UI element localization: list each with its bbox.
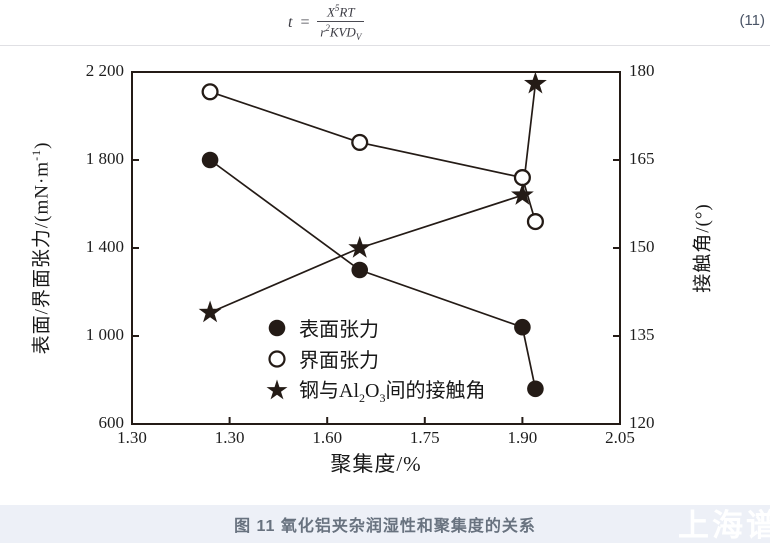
x-axis-title: 聚集度/% <box>330 452 422 476</box>
legend3-post: 间的接触角 <box>385 379 486 402</box>
equation-number: (11) <box>739 12 765 29</box>
chart-legend: 表面张力 界面张力 钢与Al2O3间的接触角 <box>264 312 485 405</box>
data-point-star <box>524 71 547 94</box>
chart-area: 2 200 1 800 1 400 1 000 600 180 165 150 135 120 1.… <box>0 46 770 505</box>
x-tick-label: 1.30 <box>117 428 147 447</box>
y-left-title-close: ) <box>31 141 53 149</box>
data-point-filled-circle <box>351 261 369 279</box>
open-circle-icon <box>268 349 286 368</box>
y-right-tick-label: 165 <box>629 149 655 168</box>
filled-circle-icon <box>268 319 286 336</box>
equation-lhs: t <box>288 13 293 31</box>
num-sup: 5 <box>334 2 340 13</box>
data-point-filled-circle <box>527 380 544 398</box>
data-point-open-circle <box>513 169 531 187</box>
data-point-open-circle <box>351 133 369 151</box>
y-left-title-main: 表面/界面张力/(mN·m <box>31 160 53 355</box>
series-line-star <box>209 83 537 314</box>
x-tick-label: 1.75 <box>410 428 440 447</box>
y-left-tick-label: 2 200 <box>86 61 124 80</box>
den-base: r <box>320 24 326 40</box>
y-left-tick-label: 1 400 <box>86 237 124 256</box>
num-rest: RT <box>339 4 355 20</box>
legend-item-contact-angle: 钢与Al2O3间的接触角 <box>264 374 485 405</box>
den-sub: V <box>355 31 362 42</box>
x-tick-label: 2.05 <box>605 428 635 447</box>
legend3-mid: O <box>365 379 380 402</box>
equation-denominator: r2KVDV <box>317 22 364 42</box>
y-right-axis-title: 接触角/(°) <box>692 203 714 293</box>
y-left-title-sup: -1 <box>29 148 44 161</box>
watermark: 上海谱 <box>678 508 770 543</box>
data-point-open-circle <box>201 83 219 101</box>
data-point-open-circle <box>526 213 544 231</box>
legend3-sub1: 2 <box>359 390 365 405</box>
data-point-star <box>348 236 372 258</box>
y-left-tick-label: 1 800 <box>86 149 124 168</box>
equation-equals: = <box>299 13 311 31</box>
data-point-star <box>198 300 222 323</box>
y-left-axis-title: 表面/界面张力/(mN·m-1) <box>27 142 54 355</box>
legend3-sub2: 3 <box>379 390 386 405</box>
y-right-tick-label: 120 <box>629 413 655 432</box>
legend-item-interfacial-tension: 界面张力 <box>264 343 485 374</box>
y-left-tick-label: 1 000 <box>86 325 124 344</box>
y-right-tick-label: 135 <box>629 325 655 344</box>
legend-item-surface-tension: 表面张力 <box>264 312 485 343</box>
series-line-open-circle <box>209 90 537 222</box>
equation: t = X5RT r2KVDV <box>288 0 365 45</box>
den-rest: KVD <box>329 24 356 40</box>
x-tick-label: 1.90 <box>508 428 538 447</box>
num-base: X <box>326 4 335 20</box>
legend3-pre: 钢与Al <box>299 379 359 402</box>
data-point-filled-circle <box>514 318 531 336</box>
plot-canvas: 2 200 1 800 1 400 1 000 600 180 165 150 135 120 1.… <box>86 61 655 447</box>
data-point-filled-circle <box>201 151 219 169</box>
legend-label: 钢与Al2O3间的接触角 <box>299 374 485 406</box>
y-left-tick-label: 600 <box>99 413 125 432</box>
x-tick-label: 1.60 <box>312 428 342 447</box>
caption-bar: 图 11 氧化铝夹杂润湿性和聚集度的关系 <box>0 505 770 543</box>
legend-label: 表面张力 <box>299 319 379 341</box>
y-right-tick-label: 150 <box>629 237 655 256</box>
data-point-star <box>510 183 534 205</box>
equation-fraction: X5RT r2KVDV <box>317 2 365 43</box>
y-right-tick-label: 180 <box>629 61 655 80</box>
star-icon <box>266 379 288 399</box>
equation-strip: t = X5RT r2KVDV (11) <box>0 0 770 46</box>
equation-numerator: X5RT <box>317 2 365 22</box>
x-tick-label: 1.30 <box>215 428 245 447</box>
den-sup: 2 <box>325 23 330 33</box>
figure-caption: 图 11 氧化铝夹杂润湿性和聚集度的关系 <box>234 518 536 535</box>
series-line-filled-circle <box>209 159 537 389</box>
legend-label: 界面张力 <box>299 350 379 372</box>
